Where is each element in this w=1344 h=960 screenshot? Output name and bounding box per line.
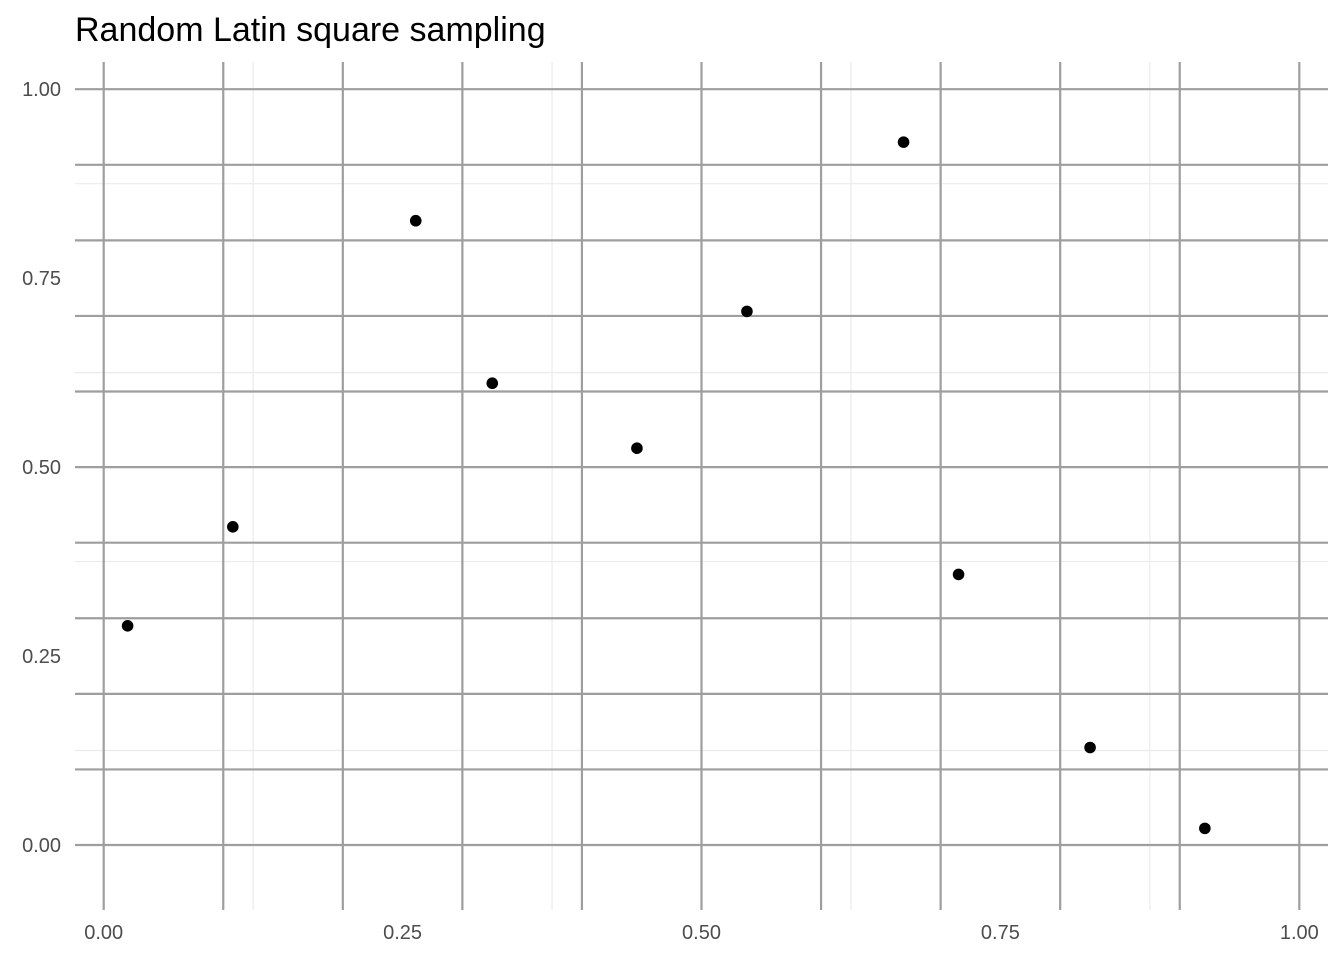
y-tick-label: 0.75 [22,268,61,290]
x-tick-label: 0.00 [84,922,123,944]
data-point [1199,822,1211,835]
data-points [121,136,1211,835]
x-tick-label: 1.00 [1280,922,1319,944]
data-point [952,568,965,581]
data-point [121,620,134,632]
data-point [227,521,239,533]
y-tick-label: 1.00 [22,79,61,101]
data-point [486,377,499,390]
data-point [409,214,422,227]
cell-gridlines [75,62,1328,910]
data-point [631,442,643,455]
chart-title: Random Latin square sampling [75,11,546,49]
data-point [897,136,910,148]
y-tick-label: 0.25 [22,646,61,668]
data-point [1084,741,1096,754]
y-tick-label: 0.50 [22,457,61,479]
x-tick-label: 0.25 [383,922,422,944]
y-tick-label: 0.00 [22,835,61,857]
data-point [741,305,753,318]
y-axis-tick-labels: 0.00 0.25 0.50 0.75 1.00 [22,79,61,857]
x-tick-label: 0.50 [682,922,721,944]
x-tick-label: 0.75 [981,922,1020,944]
x-axis-tick-labels: 0.00 0.25 0.50 0.75 1.00 [84,922,1319,944]
